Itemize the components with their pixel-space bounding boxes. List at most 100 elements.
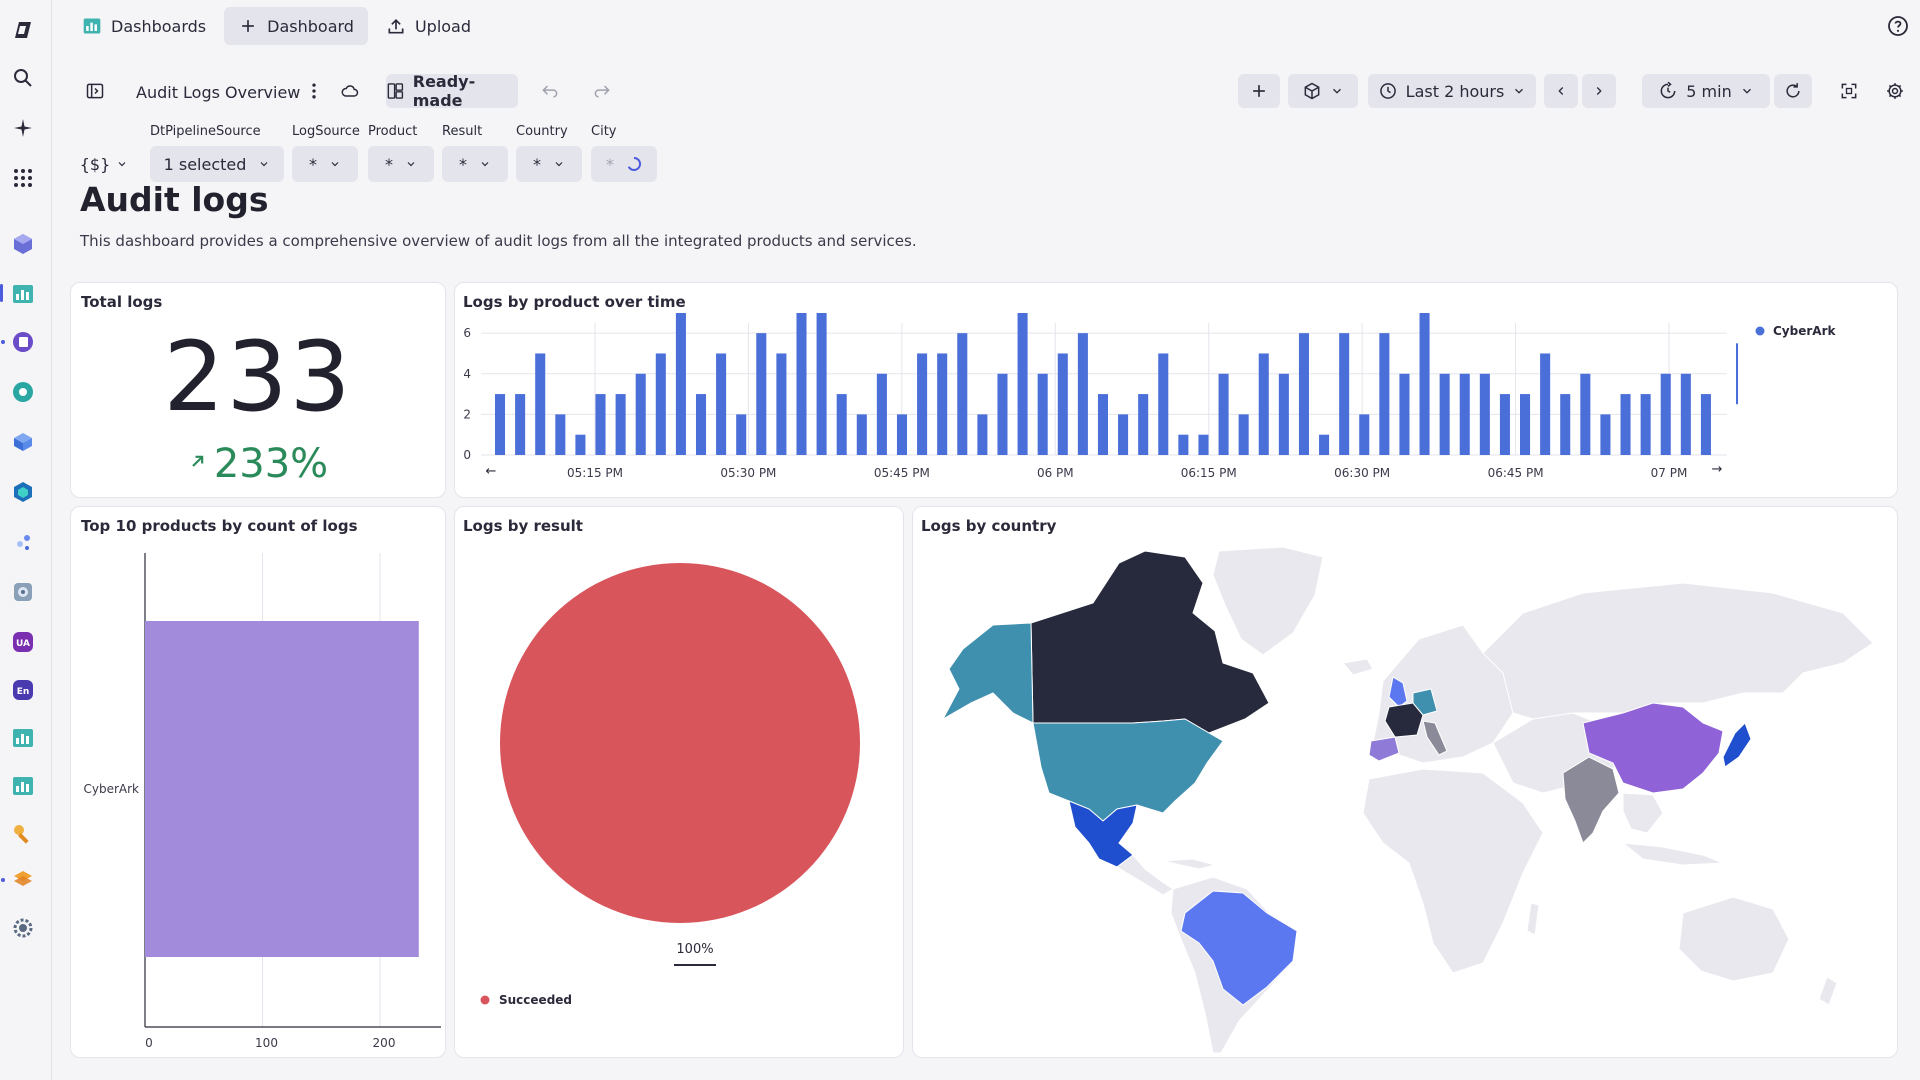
page-title: Audit logs: [80, 180, 269, 219]
bar: [575, 434, 586, 455]
x-tick-label: 05:45 PM: [874, 466, 930, 480]
map-russia: [1482, 582, 1874, 720]
chevron-down-icon: [1742, 88, 1751, 94]
dashboard-shortcut-icon[interactable]: [9, 724, 37, 752]
tile-total-logs[interactable]: Total logs 233 233%: [70, 282, 446, 498]
cloud-sync-button[interactable]: [338, 74, 362, 108]
bar: [816, 313, 827, 455]
add-tile-button[interactable]: [1238, 74, 1280, 108]
variables-menu-button[interactable]: {$}: [78, 146, 130, 182]
fullscreen-button[interactable]: [1832, 74, 1866, 108]
bar: [997, 373, 1008, 455]
kubernetes-app-icon[interactable]: [9, 478, 37, 506]
chevron-down-icon: [481, 162, 489, 167]
map-brazil: [1180, 890, 1298, 1006]
world-map[interactable]: [923, 543, 1889, 1053]
filter-result[interactable]: *: [442, 146, 508, 182]
help-icon[interactable]: [1886, 14, 1910, 38]
bar: [1680, 373, 1691, 455]
search-icon[interactable]: [9, 64, 37, 92]
pie-slice: [500, 563, 860, 923]
gear-icon: [1887, 83, 1903, 99]
traces-app-icon[interactable]: [9, 528, 37, 556]
logs-app-icon[interactable]: [9, 378, 37, 406]
chevron-down-icon: [407, 162, 415, 167]
bar: [1660, 373, 1671, 455]
ready-made-badge[interactable]: Ready-made: [386, 72, 518, 110]
en-app-icon[interactable]: En: [9, 676, 37, 704]
cube-app-icon[interactable]: [9, 230, 37, 258]
filter-dtpipelinesource[interactable]: 1 selected: [150, 146, 284, 182]
notebooks-app-icon[interactable]: [9, 328, 37, 356]
x-tick-label: 100: [255, 1036, 278, 1050]
bar: [1238, 414, 1249, 455]
map-africa: [1362, 768, 1544, 974]
tile-logs-over-time[interactable]: Logs by product over time 0 2 4 6 05:15 PM 05…: [454, 282, 1898, 498]
tile-top-products[interactable]: Top 10 products by count of logs 0 100 200…: [70, 506, 446, 1058]
fullscreen-icon: [1841, 83, 1857, 99]
logs-over-time-chart[interactable]: 0 2 4 6 05:15 PM 05:30 PM 05:45 PM 06 PM 06:15 P…: [455, 313, 1899, 493]
timeframe-previous-button[interactable]: [1544, 74, 1578, 108]
filter-product[interactable]: *: [368, 146, 434, 182]
refresh-clock-icon: [1660, 81, 1676, 99]
variables-bar: {$} DtPipelineSource 1 selected LogSourc…: [52, 120, 1920, 182]
ready-made-icon: [387, 83, 404, 99]
x-tick-label: 06:15 PM: [1181, 466, 1237, 480]
dashboard-shortcut-2-icon[interactable]: [9, 772, 37, 800]
bar: [796, 313, 807, 455]
bar: [1459, 373, 1470, 455]
dynatrace-logo-icon[interactable]: [9, 16, 37, 44]
apps-grid-icon[interactable]: [9, 164, 37, 192]
tile-title: Logs by result: [463, 517, 583, 535]
bar: [977, 414, 988, 455]
segments-button[interactable]: [1288, 74, 1358, 108]
map-uk: [1388, 676, 1408, 708]
bar: [1278, 373, 1289, 455]
filter-logsource[interactable]: *: [292, 146, 358, 182]
bar: [655, 353, 666, 455]
undo-button[interactable]: [536, 74, 564, 108]
settings-button[interactable]: [1878, 74, 1912, 108]
tile-title: Top 10 products by count of logs: [81, 517, 358, 535]
bar: [1640, 394, 1651, 455]
tab-upload[interactable]: Upload: [372, 7, 485, 45]
refresh-button[interactable]: [1774, 74, 1812, 108]
svg-text:UA: UA: [16, 639, 30, 649]
map-greenland: [1212, 546, 1324, 656]
dashboards-app-icon[interactable]: [9, 280, 37, 308]
sparkle-icon[interactable]: [9, 114, 37, 142]
tab-dashboards[interactable]: Dashboards: [68, 7, 220, 45]
more-options-button[interactable]: [304, 74, 324, 108]
tile-logs-by-result[interactable]: Logs by result 100% Succeeded: [454, 506, 904, 1058]
workflows-app-icon[interactable]: [9, 866, 37, 894]
total-logs-value: 233: [163, 321, 353, 433]
tab-new-dashboard[interactable]: Dashboard: [224, 7, 368, 45]
map-germany: [1412, 688, 1438, 716]
vault-app-icon[interactable]: [9, 578, 37, 606]
tile-logs-by-country[interactable]: Logs by country: [912, 506, 1898, 1058]
sidebar-toggle-icon: [86, 83, 104, 99]
app-rail: UA En: [0, 0, 52, 1080]
redo-button[interactable]: [588, 74, 616, 108]
key-app-icon[interactable]: [9, 820, 37, 848]
logs-by-result-chart[interactable]: 100% Succeeded: [455, 543, 905, 1053]
top-products-chart[interactable]: 0 100 200 CyberArk: [71, 543, 447, 1053]
bar: [1700, 394, 1711, 455]
tab-new-dashboard-label: Dashboard: [267, 16, 354, 36]
dashboard-title[interactable]: Audit Logs Overview: [136, 83, 301, 102]
toggle-sidebar-button[interactable]: [78, 74, 112, 108]
infrastructure-app-icon[interactable]: [9, 428, 37, 456]
bar: [1520, 394, 1531, 455]
filter-city[interactable]: *: [591, 146, 657, 182]
map-new-zealand: [1818, 976, 1838, 1006]
refresh-interval-selector[interactable]: 5 min: [1642, 74, 1770, 108]
filter-label-product: Product: [368, 124, 418, 139]
ua-app-icon[interactable]: UA: [9, 628, 37, 656]
bar: [595, 394, 606, 455]
timeframe-next-button[interactable]: [1582, 74, 1616, 108]
settings-app-icon[interactable]: [9, 914, 37, 942]
timeframe-selector[interactable]: Last 2 hours: [1368, 74, 1536, 108]
filter-country[interactable]: *: [516, 146, 582, 182]
map-central-america: [1116, 854, 1174, 896]
svg-text:En: En: [17, 687, 30, 697]
